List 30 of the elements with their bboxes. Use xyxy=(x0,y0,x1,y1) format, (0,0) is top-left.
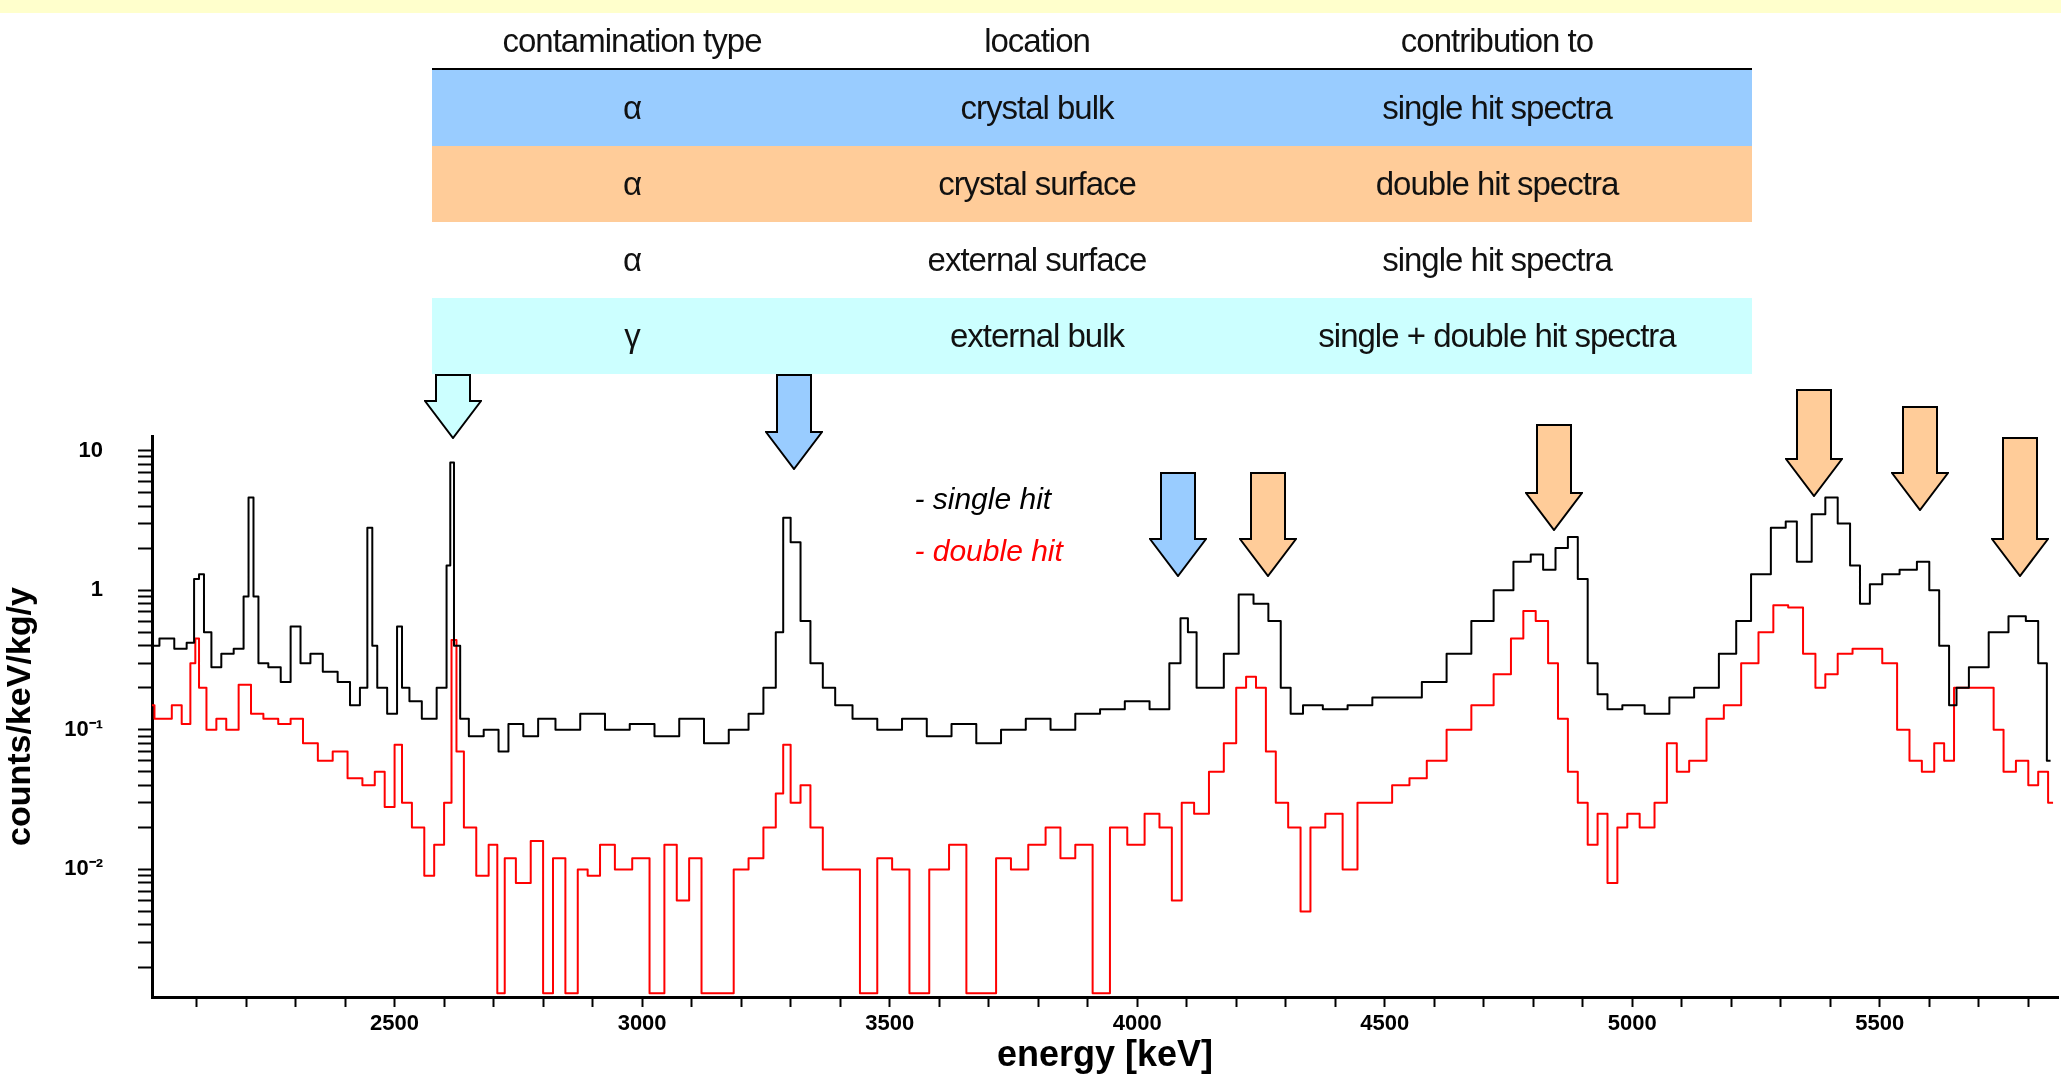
y-tick-label: 10⁻¹ xyxy=(64,715,103,741)
y-tick-label: 10 xyxy=(78,436,103,462)
x-tick-label: 4500 xyxy=(1360,1010,1410,1036)
y-axis-title: counts/keV/kg/y xyxy=(0,586,37,846)
text: crystal surface xyxy=(938,165,1136,202)
x-tick-label: 3500 xyxy=(865,1010,915,1036)
text: α xyxy=(622,241,642,278)
text: external bulk xyxy=(949,317,1125,354)
x-tick-label: 3000 xyxy=(617,1010,667,1036)
x-tick-label: 5000 xyxy=(1607,1010,1657,1036)
y-tick-label: 10⁻² xyxy=(64,855,103,881)
text: α xyxy=(622,89,642,126)
text: single + double hit spectra xyxy=(1318,317,1676,354)
text: - double hit xyxy=(914,534,1065,568)
text: γ xyxy=(624,317,640,354)
text: location xyxy=(984,21,1090,59)
text: external surface xyxy=(927,241,1147,278)
text: α xyxy=(622,165,642,202)
x-tick-label: 4000 xyxy=(1112,1010,1162,1036)
text: single hit spectra xyxy=(1382,241,1612,278)
text: contribution to xyxy=(1400,21,1594,59)
text: crystal bulk xyxy=(960,89,1114,126)
y-tick-label: 1 xyxy=(90,576,103,602)
text: - single hit xyxy=(914,482,1053,516)
x-axis-title: energy [keV] xyxy=(996,1033,1214,1075)
text: double hit spectra xyxy=(1375,165,1619,202)
x-tick-label: 2500 xyxy=(370,1010,420,1036)
text: single hit spectra xyxy=(1382,89,1612,126)
text: contamination type xyxy=(502,21,762,59)
x-tick-label: 5500 xyxy=(1855,1010,1905,1036)
